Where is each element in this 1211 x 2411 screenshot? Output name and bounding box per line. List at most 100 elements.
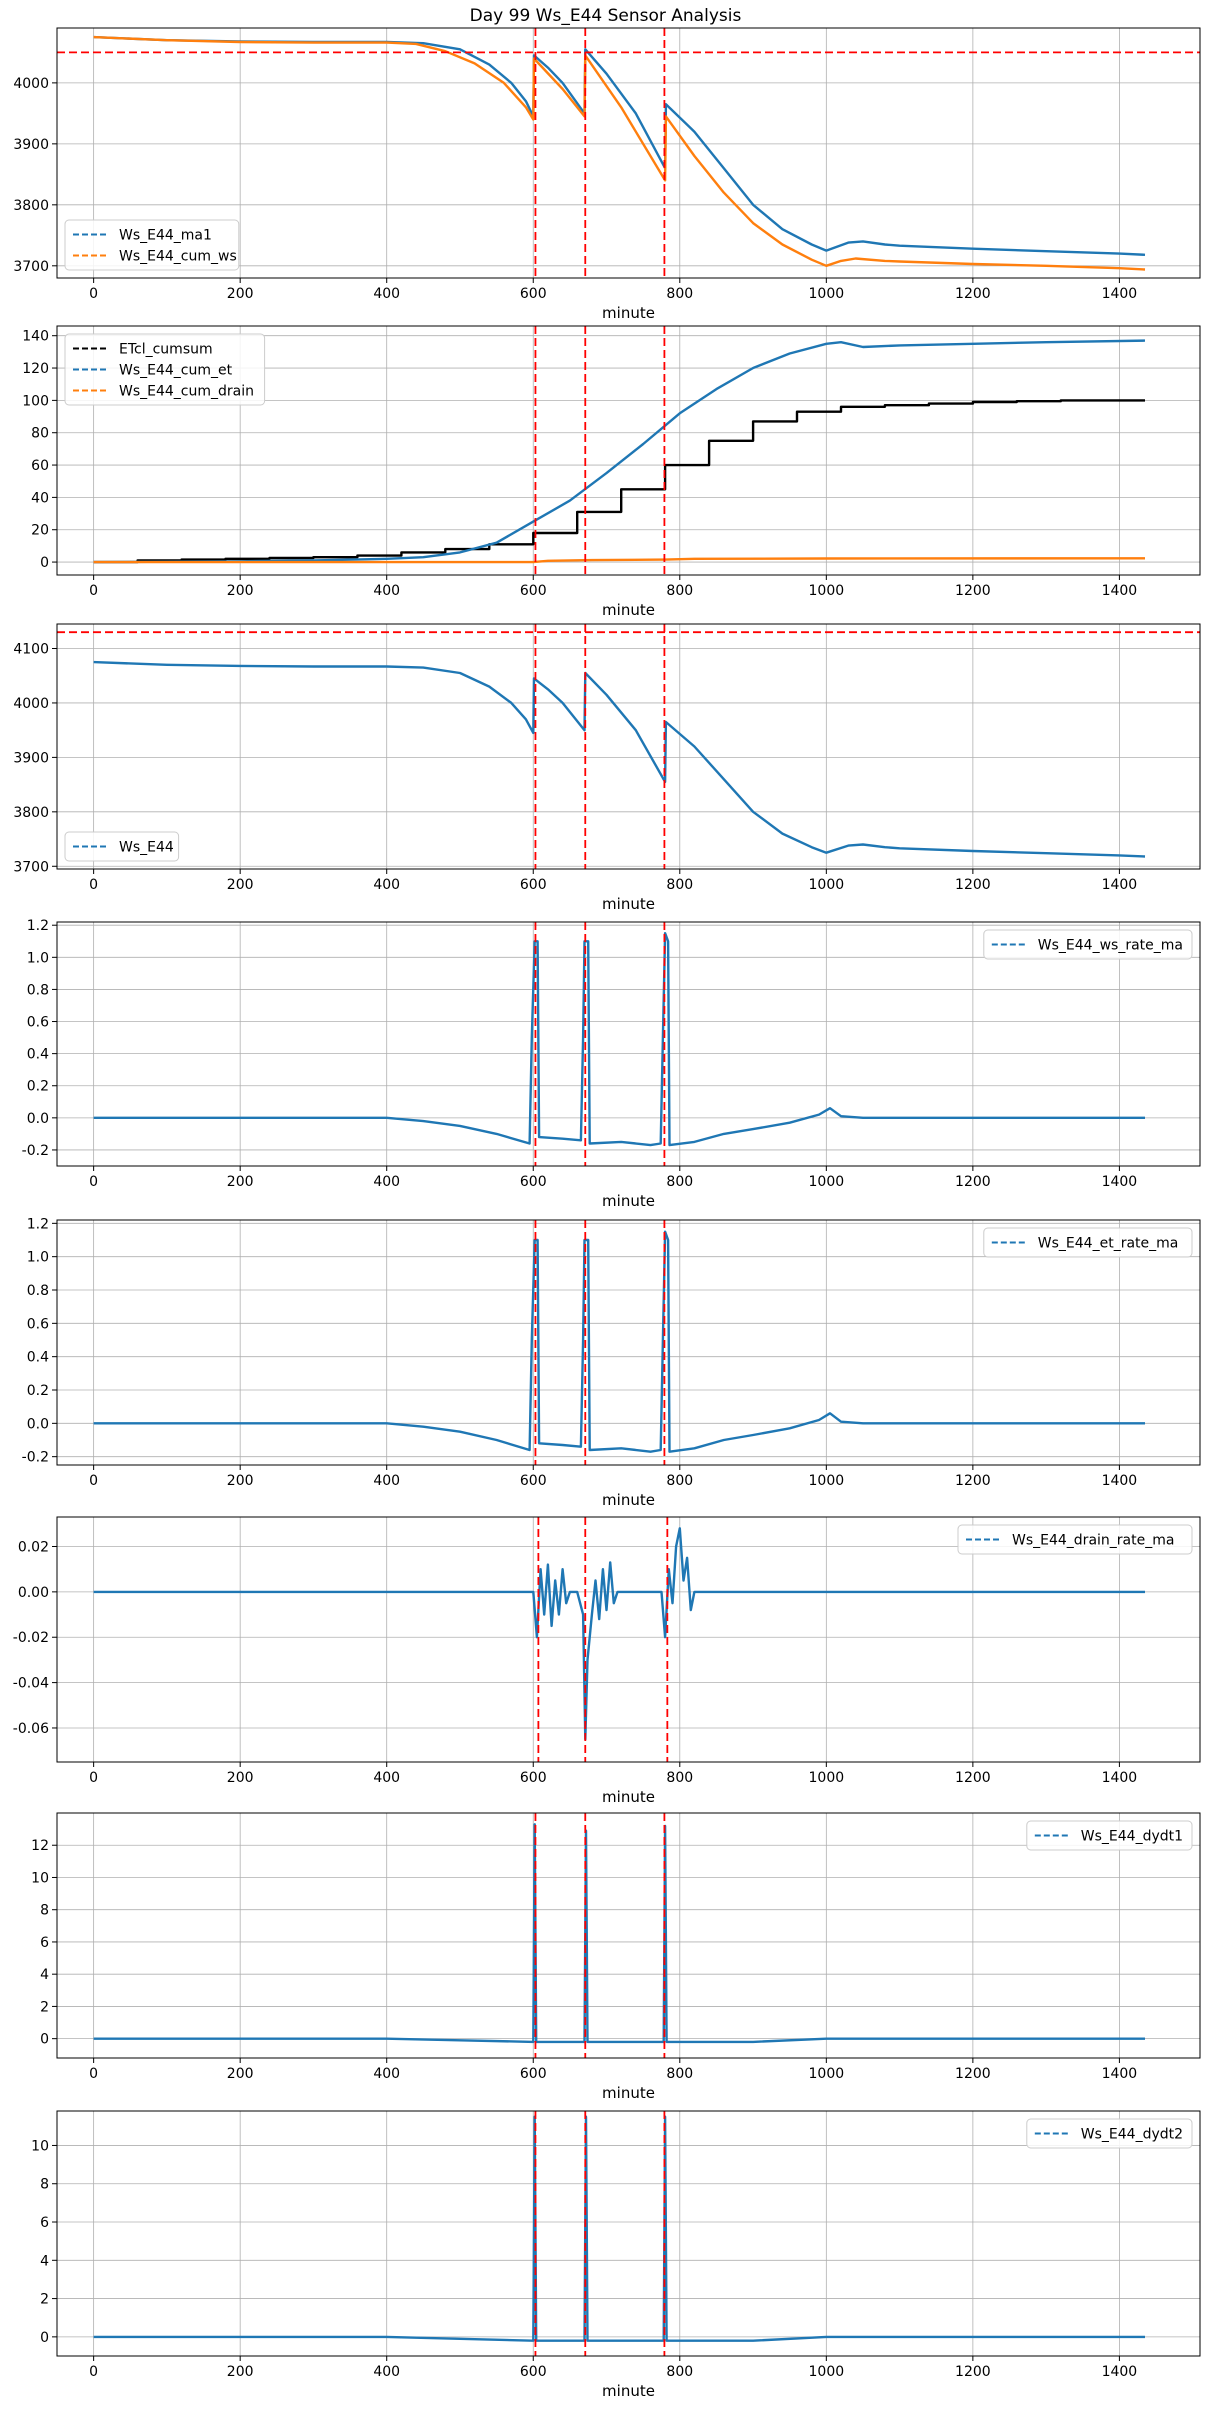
subplot-8: 0 200 400 600 800 1000 1200 1400 0 2 4 6 8 10 minute Ws…: [31, 2110, 1201, 2400]
x-tick-label: 0: [89, 583, 98, 599]
subplot-1: 0 200 400 600 800 1000 1200 1400 3700 3800 3900 400…: [13, 27, 1201, 322]
x-tick-label: 200: [227, 1473, 254, 1489]
y-tick-label: 120: [22, 361, 49, 377]
legend-box: [64, 333, 266, 406]
plot-area: [57, 28, 1200, 278]
y-tick-label: -0.06: [13, 1721, 49, 1737]
x-tick-label: 800: [666, 877, 693, 893]
legend: Ws_E44_dydt2: [1026, 2118, 1193, 2149]
x-tick-label: 800: [666, 2364, 693, 2380]
series-line-Ws_E44_et_rate_ma: [93, 1230, 1145, 1453]
y-tick-label: 100: [22, 393, 49, 409]
x-tick-label: 0: [89, 286, 98, 302]
x-tick-label: 1200: [955, 286, 991, 302]
x-tick-label: 600: [520, 286, 547, 302]
x-axis-label: minute: [602, 2382, 655, 2400]
axes-frame: [56, 1219, 1201, 1466]
legend-box: [983, 1227, 1193, 1258]
legend-box: [1026, 1820, 1193, 1851]
x-tick-label: 1200: [955, 583, 991, 599]
x-tick-label: 1400: [1102, 1770, 1138, 1786]
x-tick-label: 400: [373, 2364, 400, 2380]
y-tick-label: 3900: [13, 137, 49, 153]
y-tick-label: 10: [31, 2138, 49, 2154]
x-tick-label: 1400: [1102, 2364, 1138, 2380]
x-tick-label: 1000: [809, 286, 845, 302]
x-tick-label: 1400: [1102, 286, 1138, 302]
x-axis-label: minute: [602, 895, 655, 913]
series-line-ETcl_cumsum: [93, 399, 1145, 564]
legend-label: Ws_E44_ws_rate_ma: [1038, 938, 1183, 954]
legend-box: [1026, 2118, 1193, 2149]
axes-frame: [56, 623, 1201, 870]
subplot-5: 0 200 400 600 800 1000 1200 1400 -0.2 0.0 0.2 0.4 0.…: [22, 1216, 1201, 1509]
x-axis-label: minute: [602, 304, 655, 322]
y-tick-label: 0.4: [27, 1047, 49, 1063]
plot-area: [93, 922, 1145, 1166]
x-tick-label: 200: [227, 286, 254, 302]
legend-box: [64, 219, 240, 271]
y-tick-label: 1.2: [27, 918, 49, 934]
y-tick-label: 0.2: [27, 1079, 49, 1095]
x-tick-label: 1200: [955, 877, 991, 893]
x-tick-label: 1200: [955, 2066, 991, 2082]
y-tick-label: 4000: [13, 76, 49, 92]
y-tick-label: 0.0: [27, 1111, 49, 1127]
x-tick-label: 0: [89, 2364, 98, 2380]
y-tick-label: 3800: [13, 805, 49, 821]
subplot-6: 0 200 400 600 800 1000 1200 1400 -0.06 -0.04 -0.02…: [13, 1516, 1201, 1806]
y-tick-label: 8: [40, 1903, 49, 1919]
plot-area: [93, 2111, 1145, 2356]
y-tick-label: 0: [40, 2032, 49, 2048]
y-tick-label: 60: [31, 458, 49, 474]
series-line-Ws_E44_ws_rate_ma: [93, 932, 1145, 1147]
x-tick-label: 400: [373, 2066, 400, 2082]
y-tick-label: 6: [40, 1935, 49, 1951]
legend-box: [983, 929, 1193, 960]
x-tick-label: 1000: [809, 1770, 845, 1786]
x-axis-label: minute: [602, 2084, 655, 2102]
x-tick-label: 200: [227, 877, 254, 893]
y-tick-label: -0.2: [22, 1450, 49, 1466]
x-tick-label: 200: [227, 2066, 254, 2082]
x-tick-label: 1000: [809, 2066, 845, 2082]
x-tick-label: 600: [520, 583, 547, 599]
y-tick-label: 0.6: [27, 1015, 49, 1031]
y-tick-label: 0.8: [27, 982, 49, 998]
y-tick-label: 0: [40, 2330, 49, 2346]
x-tick-label: 1000: [809, 2364, 845, 2380]
y-tick-label: 4100: [13, 642, 49, 658]
x-tick-label: 0: [89, 1770, 98, 1786]
subplot-2: 0 200 400 600 800 1000 1200 1400 0 20 40 60 80 100 120…: [22, 325, 1201, 619]
x-tick-label: 600: [520, 2364, 547, 2380]
y-tick-label: 4: [40, 2253, 49, 2269]
x-tick-label: 1200: [955, 2364, 991, 2380]
y-tick-label: 10: [31, 1870, 49, 1886]
x-tick-label: 1200: [955, 1174, 991, 1190]
y-tick-label: 3800: [13, 198, 49, 214]
legend-label: Ws_E44: [119, 840, 174, 856]
y-tick-label: 0.2: [27, 1383, 49, 1399]
series-line-Ws_E44_drain_rate_ma: [93, 1527, 1145, 1741]
y-tick-label: 3900: [13, 750, 49, 766]
x-tick-label: 600: [520, 2066, 547, 2082]
y-tick-label: 1.0: [27, 1250, 49, 1266]
x-tick-label: 800: [666, 286, 693, 302]
x-tick-label: 1400: [1102, 1473, 1138, 1489]
legend: Ws_E44_dydt1: [1026, 1820, 1193, 1851]
x-tick-label: 400: [373, 877, 400, 893]
y-tick-label: 40: [31, 490, 49, 506]
series-line-Ws_E44: [93, 660, 1146, 858]
subplot-3: 0 200 400 600 800 1000 1200 1400 3700 3800 3900 400…: [13, 623, 1201, 913]
axes-frame: [56, 1516, 1201, 1763]
axes-frame: [56, 27, 1201, 279]
legend-label: Ws_E44_cum_drain: [119, 384, 254, 400]
axes-frame: [56, 325, 1201, 576]
figure-title: Day 99 Ws_E44 Sensor Analysis: [469, 6, 742, 26]
x-tick-label: 400: [373, 1174, 400, 1190]
y-tick-label: 140: [22, 329, 49, 345]
x-tick-label: 800: [666, 1770, 693, 1786]
legend-box: [957, 1524, 1193, 1555]
x-tick-label: 0: [89, 1174, 98, 1190]
